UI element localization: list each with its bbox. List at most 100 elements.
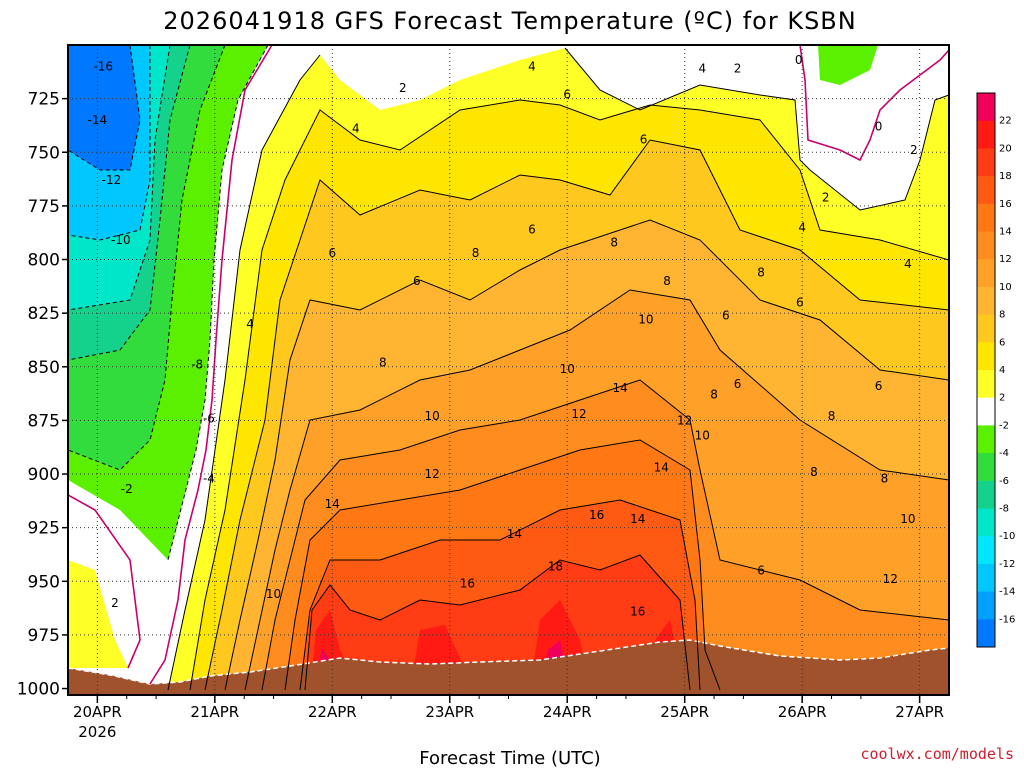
band-minus-16 [68, 45, 140, 170]
contour-label: 6 [328, 246, 336, 260]
colorbar-label: 20 [999, 143, 1012, 154]
contour-label: 16 [460, 576, 475, 590]
colorbar-label: 16 [999, 199, 1012, 210]
contour-label: 2 [910, 143, 918, 157]
x-axis-label: Forecast Time (UTC) [419, 748, 600, 768]
contour-label: 8 [710, 388, 718, 402]
contour-label: 6 [796, 295, 804, 309]
contour-label: 0 [875, 120, 883, 134]
colorbar-swatch [977, 619, 995, 648]
colorbar-swatch [977, 93, 995, 122]
contour-label: 8 [810, 465, 818, 479]
y-tick-label: 975 [28, 626, 60, 646]
chart-title: 2026041918 GFS Forecast Temperature (ºC)… [163, 7, 856, 35]
contour-label: 18 [548, 559, 563, 573]
contour-label: 4 [246, 317, 254, 331]
colorbar-swatch [977, 563, 995, 593]
temperature-field [68, 45, 949, 695]
colorbar-swatch [977, 480, 995, 509]
x-tick-label: 21APR [190, 703, 239, 721]
contour-label: 6 [563, 87, 571, 101]
x-tick-label: 26APR [778, 703, 827, 721]
contour-label: 10 [900, 512, 915, 526]
colorbar-label: -10 [999, 531, 1015, 542]
colorbar-swatch [977, 397, 995, 426]
grid-lines [68, 45, 949, 695]
y-tick-label: 925 [28, 519, 60, 539]
contour-label: 2 [111, 596, 119, 610]
colorbar-swatch [977, 148, 995, 177]
colorbar-swatch [977, 536, 995, 565]
y-tick-label: 875 [28, 411, 60, 431]
y-tick-label: 800 [28, 251, 60, 271]
contour-label: 14 [630, 512, 645, 526]
colorbar-label: 4 [999, 365, 1005, 376]
colorbar-label: 8 [999, 310, 1005, 321]
colorbar-label: -12 [999, 559, 1015, 570]
contour-label: -8 [191, 358, 203, 372]
contour-label: 12 [425, 467, 440, 481]
contour-label: 10 [638, 313, 653, 327]
colorbar-swatch [977, 370, 995, 399]
contour-label: 10 [266, 587, 281, 601]
contour-label: -6 [203, 411, 215, 425]
contour-label: 6 [640, 132, 648, 146]
y-axis: 725 750 775 800 825 850 875 900 925 950 975 1000 [17, 90, 68, 700]
colorbar-label: -14 [999, 587, 1015, 598]
colorbar-swatch [977, 231, 995, 260]
contour-label: 2 [734, 62, 742, 76]
contour-label: 4 [904, 257, 912, 271]
x-tick-label: 23APR [425, 703, 474, 721]
contour-label: 8 [472, 246, 480, 260]
contour-label: 10 [560, 362, 575, 376]
contour-label: 4 [352, 122, 360, 136]
y-tick-label: 750 [28, 143, 60, 163]
band-warm-lowleft [68, 560, 128, 668]
colorbar-label: 18 [999, 171, 1012, 182]
contour-label: 6 [734, 377, 742, 391]
contour-label: 12 [677, 413, 692, 427]
contour-label: 4 [528, 59, 536, 73]
contour-label: 6 [722, 308, 730, 322]
x-tick-label: 24APR [543, 703, 592, 721]
colorbar-swatch [977, 453, 995, 482]
colorbar-label: -8 [999, 504, 1009, 515]
contour-label: 8 [828, 409, 836, 423]
contour-label: 14 [654, 461, 669, 475]
contour-label: 8 [379, 355, 387, 369]
contour-label: 6 [875, 379, 883, 393]
contour-label: 8 [663, 274, 671, 288]
zero-contour-left-2 [68, 494, 141, 669]
y-tick-label: 775 [28, 197, 60, 217]
y-tick-label: 1000 [17, 680, 60, 700]
colorbar-swatch [977, 176, 995, 205]
contour-label: -14 [88, 113, 108, 127]
terrain [68, 640, 949, 695]
x-axis: 20APR 21APR 22APR 23APR 24APR 25APR 26APR 27APR… [73, 695, 944, 741]
contour-label: 14 [507, 527, 522, 541]
colorbar: 22 20 18 16 14 12 10 8 6 4 2 -2 -4 -6 -8 -10 -12 -14 -16 [976, 92, 1015, 648]
contour-label: 14 [325, 497, 340, 511]
colorbar-swatch [977, 425, 995, 454]
colorbar-swatch [977, 203, 995, 232]
zero-contour-right [799, 45, 949, 162]
y-tick-label: 725 [28, 90, 60, 110]
contour-label: 6 [413, 274, 421, 288]
y-tick-label: 950 [28, 572, 60, 592]
y-tick-label: 825 [28, 304, 60, 324]
colorbar-label: -6 [999, 476, 1009, 487]
contour-label: 6 [528, 222, 536, 236]
colorbar-label: 10 [999, 282, 1012, 293]
contour-label: 16 [630, 604, 645, 618]
colorbar-label: 22 [999, 116, 1012, 127]
colorbar-swatch [977, 314, 995, 343]
colorbar-swatch [977, 286, 995, 316]
contour-lines [167, 47, 949, 691]
colorbar-label: 6 [999, 337, 1005, 348]
colorbar-label: 14 [999, 227, 1012, 238]
contour-label: 2 [822, 190, 830, 204]
contour-label: 8 [757, 265, 765, 279]
terrain-top-edge [68, 639, 949, 685]
dashed-cold-contours [68, 45, 269, 561]
x-tick-label: 20APR [73, 703, 122, 721]
